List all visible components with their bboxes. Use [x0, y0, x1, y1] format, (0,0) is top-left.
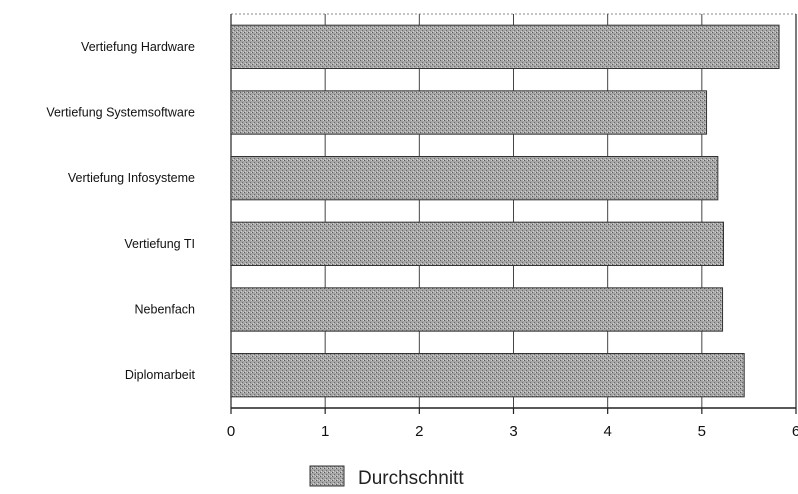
category-label: Diplomarbeit — [125, 368, 196, 382]
category-label: Vertiefung Infosysteme — [68, 171, 195, 185]
x-tick-label: 5 — [698, 423, 706, 440]
category-label: Vertiefung TI — [124, 237, 195, 251]
x-tick-label: 4 — [603, 423, 611, 440]
category-labels: Vertiefung Hardware Vertiefung Systemsoft… — [46, 40, 195, 382]
x-tick-label: 1 — [321, 423, 329, 440]
x-tick-label: 3 — [509, 423, 517, 440]
legend-label: Durchschnitt — [358, 468, 464, 489]
category-label: Nebenfach — [135, 303, 196, 317]
x-tick-label: 0 — [227, 423, 235, 440]
bar — [230, 287, 724, 332]
bar — [230, 155, 719, 201]
bar — [230, 90, 708, 135]
bar — [230, 221, 724, 267]
legend-swatch — [309, 465, 345, 487]
x-tick-label: 6 — [792, 423, 798, 440]
bar — [230, 24, 780, 70]
category-label: Vertiefung Hardware — [81, 40, 195, 54]
bar — [230, 352, 745, 398]
legend: Durchschnitt — [309, 465, 464, 489]
x-tick-label: 2 — [415, 423, 423, 440]
category-label: Vertiefung Systemsoftware — [46, 106, 195, 120]
gridlines — [230, 13, 797, 408]
bars — [230, 24, 780, 398]
x-axis: 0 1 2 3 4 5 6 — [227, 407, 798, 440]
